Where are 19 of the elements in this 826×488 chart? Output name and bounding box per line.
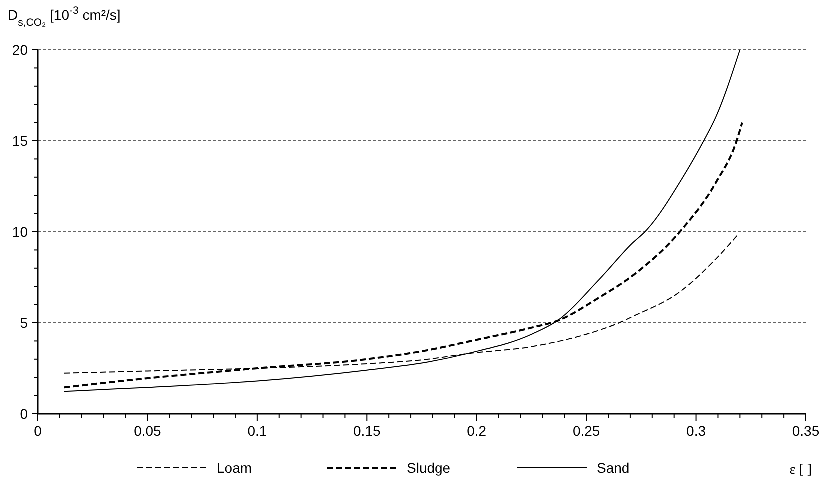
y-tick-label: 10 — [12, 224, 28, 240]
y-tick-label: 20 — [12, 42, 28, 58]
x-tick-label: 0.25 — [572, 423, 600, 439]
y-tick-label: 5 — [20, 314, 28, 331]
legend-label: Loam — [217, 460, 252, 476]
line-series — [64, 50, 741, 392]
x-tick-label: 0.05 — [134, 423, 162, 439]
x-tick-label: 0.1 — [248, 423, 268, 439]
x-axis-title: ε [ ] — [790, 463, 812, 478]
legend-label: Sludge — [407, 460, 451, 476]
legend-label: Sand — [597, 460, 630, 476]
x-tick-label: 0.2 — [467, 423, 487, 439]
y-axis-title: D$_{s,CO₂}$ [10$^{-3}$ cm²/s] — [8, 5, 121, 29]
x-tick-label: 0 — [34, 423, 42, 439]
x-tick-label: 0.15 — [354, 423, 381, 439]
y-tick-label: 0 — [20, 406, 28, 422]
y-tick-label: 15 — [12, 132, 28, 149]
x-tick-label: 0.3 — [686, 423, 706, 439]
x-tick-label: 0.35 — [792, 423, 820, 439]
